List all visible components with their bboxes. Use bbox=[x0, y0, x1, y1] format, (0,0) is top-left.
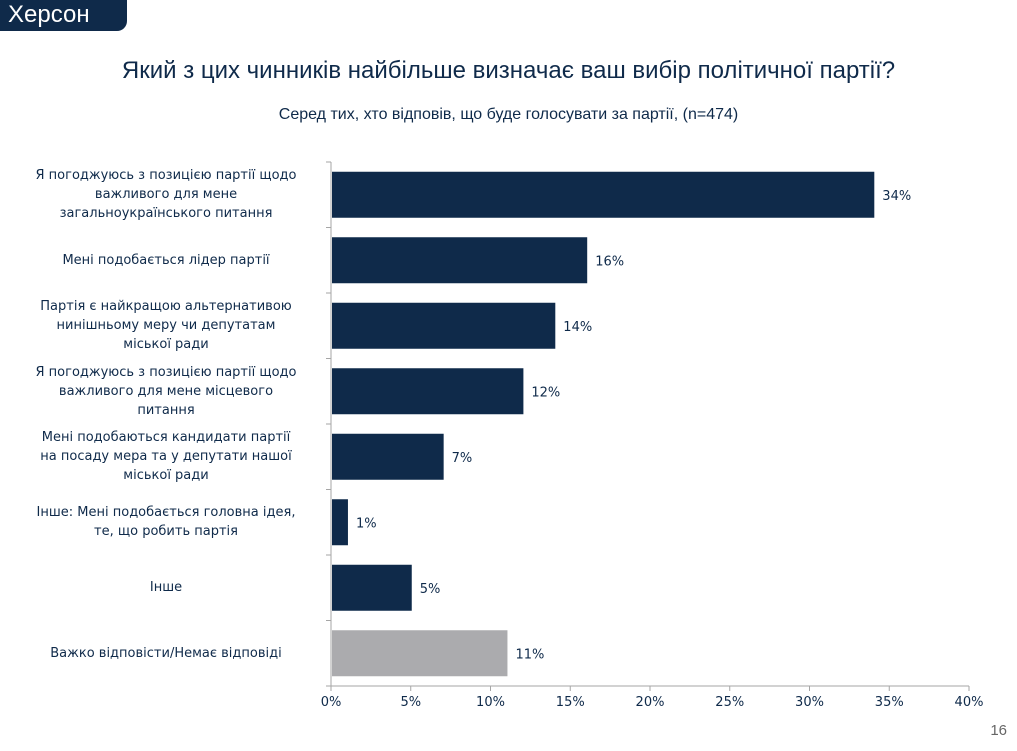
bar bbox=[332, 564, 412, 611]
x-tick-label: 40% bbox=[955, 695, 984, 710]
chart-subtitle: Серед тих, хто відповів, що буде голосув… bbox=[278, 106, 739, 123]
data-label: 7% bbox=[452, 451, 473, 466]
category-label: Партія є найкращою альтернативою нинішньо… bbox=[16, 297, 316, 354]
category-label-line: Інше: Мені подобається головна ідея, bbox=[36, 505, 296, 521]
category-label-line: питання bbox=[137, 402, 195, 418]
category-label-line: те, що робить партія bbox=[94, 524, 238, 540]
x-tick-label: 20% bbox=[636, 695, 665, 710]
bar bbox=[332, 499, 348, 546]
category-label-line: загальноукраїнського питання bbox=[59, 206, 273, 222]
category-label: Я погоджуюсь з позицією партії щодо важли… bbox=[16, 166, 316, 223]
bar bbox=[332, 630, 508, 677]
category-label-line: нинішньому меру чи депутатам bbox=[56, 318, 276, 334]
data-label: 1% bbox=[356, 516, 377, 531]
category-label-line: важливого для мене bbox=[94, 187, 238, 203]
bar bbox=[332, 302, 556, 349]
bar bbox=[332, 433, 444, 480]
category-label: Інше: Мені подобається головна ідея, те, … bbox=[16, 503, 316, 541]
category-label: Я погоджуюсь з позицією партії щодо важли… bbox=[16, 363, 316, 420]
x-tick-label: 5% bbox=[400, 695, 421, 710]
category-label-line: Мені подобаються кандидати партії bbox=[41, 430, 291, 446]
data-label: 16% bbox=[595, 254, 624, 269]
region-tab: Херсон bbox=[0, 0, 127, 31]
category-label: Мені подобаються кандидати партії на поса… bbox=[16, 428, 316, 485]
data-label: 12% bbox=[531, 385, 560, 400]
category-label-line: Партія є найкращою альтернативою bbox=[40, 299, 292, 315]
data-label: 14% bbox=[563, 320, 592, 335]
category-label-line: Важко відповісти/Немає відповіді bbox=[50, 645, 282, 661]
page-number: 16 bbox=[990, 722, 1007, 739]
category-label-line: на посаду мера та у депутати нашої bbox=[40, 449, 292, 465]
bar bbox=[332, 368, 524, 415]
category-label-line: міської ради bbox=[123, 337, 209, 353]
category-label-line: Я погоджуюсь з позицією партії щодо bbox=[35, 364, 297, 380]
x-tick-label: 35% bbox=[875, 695, 904, 710]
data-label: 11% bbox=[515, 647, 544, 662]
x-tick-label: 25% bbox=[715, 695, 744, 710]
category-label-line: важливого для мене місцевого bbox=[58, 383, 274, 399]
x-tick-label: 10% bbox=[476, 695, 505, 710]
category-label-line: Мені подобається лідер партії bbox=[62, 252, 270, 268]
category-label-line: міської ради bbox=[123, 468, 209, 484]
category-label: Мені подобається лідер партії bbox=[16, 251, 316, 270]
x-tick-label: 30% bbox=[795, 695, 824, 710]
category-label: Важко відповісти/Немає відповіді bbox=[16, 644, 316, 663]
bar bbox=[332, 171, 875, 218]
x-tick-label: 15% bbox=[556, 695, 585, 710]
bar bbox=[332, 237, 588, 284]
category-label: Інше bbox=[16, 578, 316, 597]
chart-title: Який з цих чинників найбільше визначає в… bbox=[121, 57, 896, 84]
data-label: 34% bbox=[882, 189, 911, 204]
category-label-line: Інше bbox=[149, 580, 183, 596]
data-label: 5% bbox=[420, 582, 441, 597]
category-label-line: Я погоджуюсь з позицією партії щодо bbox=[35, 168, 297, 184]
x-tick-label: 0% bbox=[321, 695, 342, 710]
